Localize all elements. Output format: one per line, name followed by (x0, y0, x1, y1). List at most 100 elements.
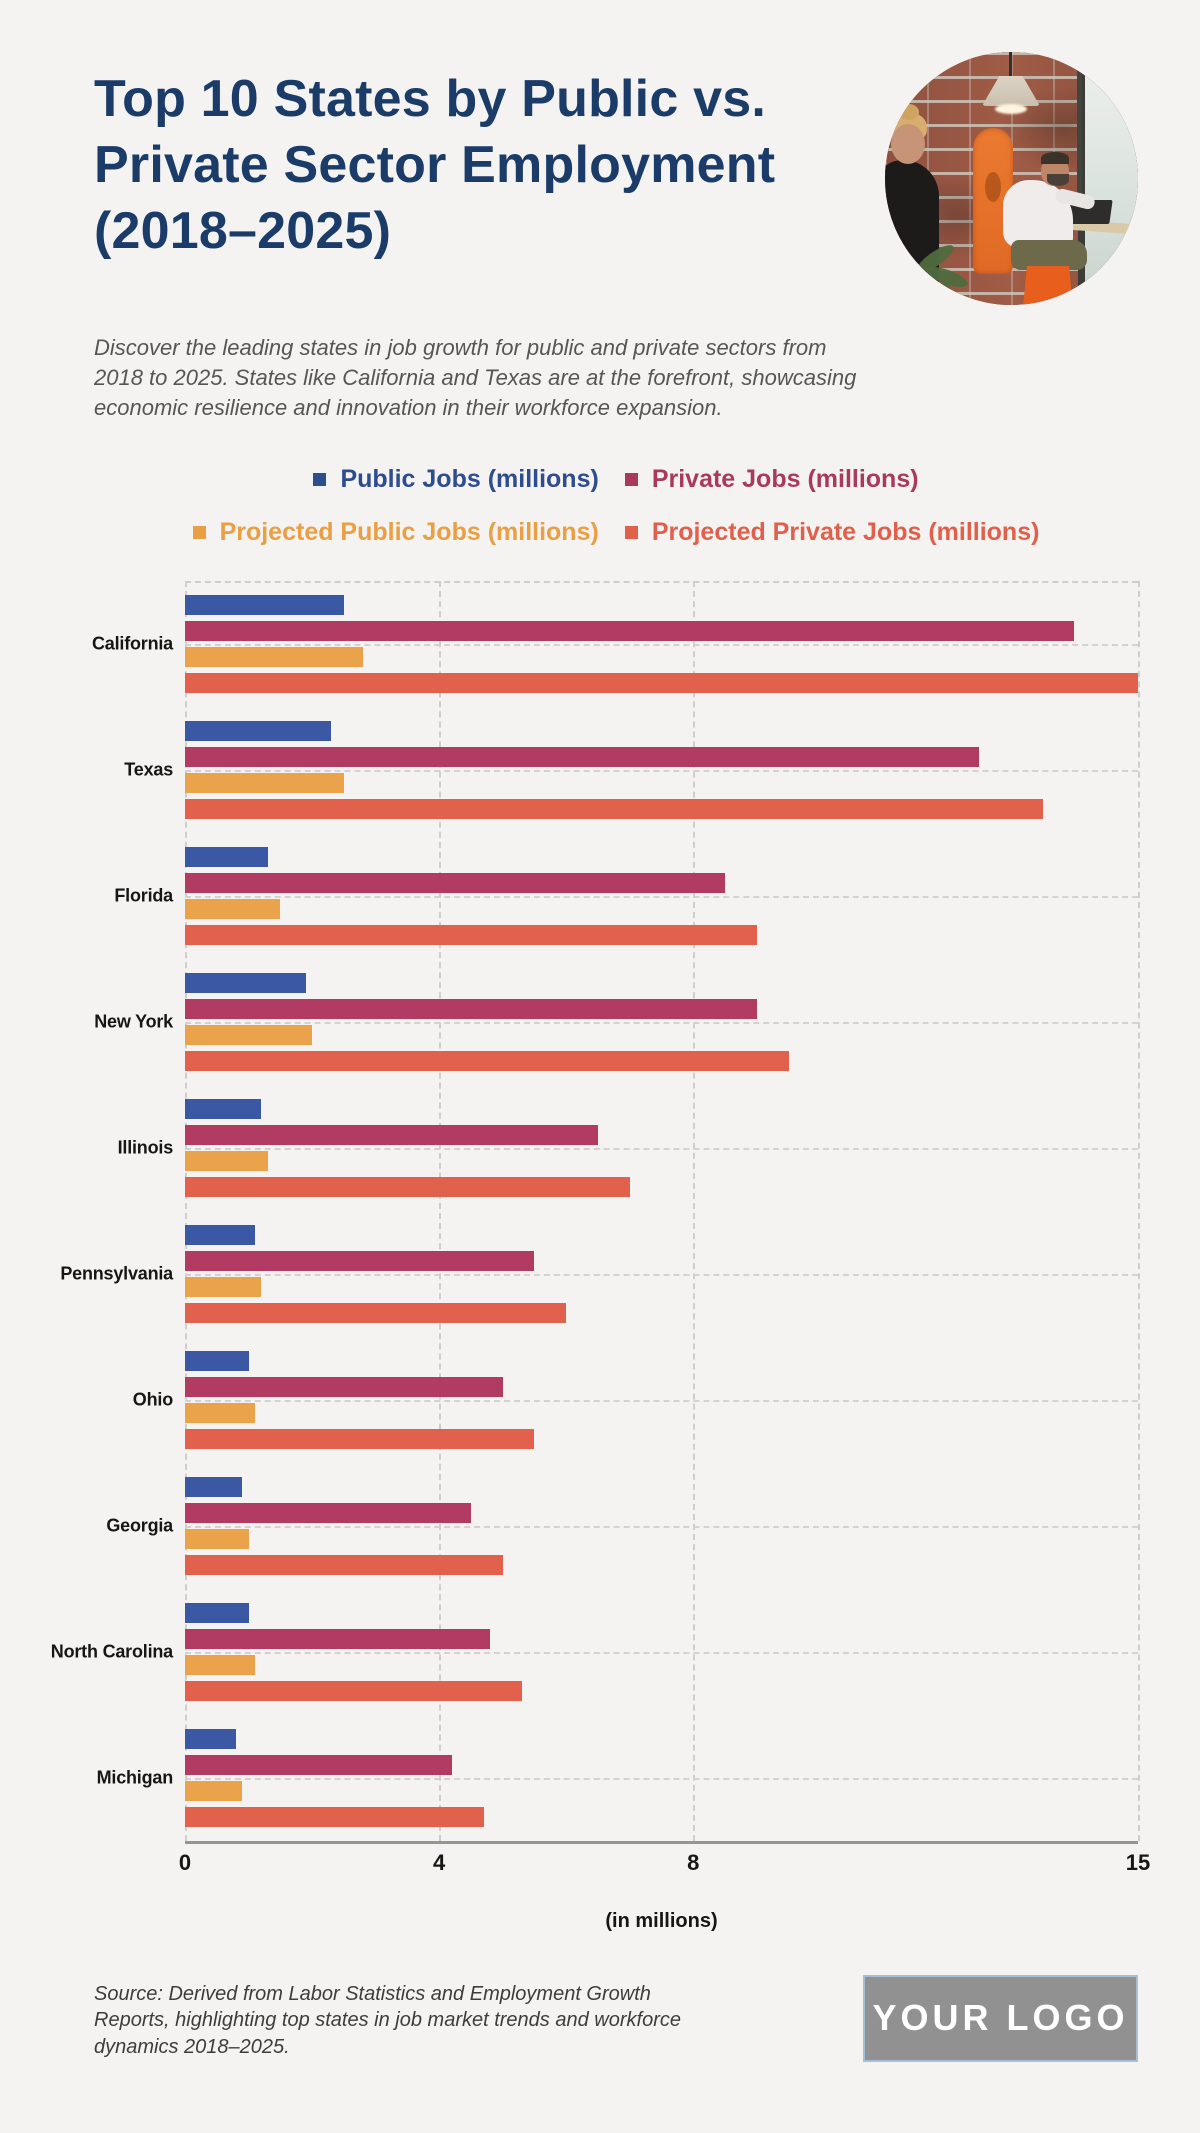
cafe-workers-photo (885, 52, 1138, 305)
bar-projected-california (185, 646, 363, 667)
photo-lamp-cord (1008, 52, 1012, 76)
x-axis: 0 4 8 15 (179, 1849, 1150, 1884)
header: Top 10 States by Public vs. Private Sect… (94, 52, 1138, 305)
bar-projected-ohio (185, 1402, 255, 1423)
bar-projected-florida (185, 898, 281, 919)
chart-row-illinois: Illinois (118, 1085, 1138, 1211)
x-axis-tick-label: 4 (433, 1849, 446, 1875)
chart-row-new-york: New York (94, 959, 1138, 1085)
bar-projected-michigan (185, 1806, 484, 1827)
logo-text: YOUR LOGO (872, 1997, 1129, 2039)
category-label: Ohio (132, 1389, 173, 1410)
bar-projected-north-carolina (185, 1654, 255, 1675)
x-axis-tick-label: 8 (687, 1849, 700, 1875)
plot-top-gridline (185, 580, 1138, 583)
source-note: Source: Derived from Labor Statistics an… (94, 1982, 681, 2058)
bar-projected-georgia (185, 1528, 249, 1549)
bar-projected-georgia (185, 1554, 503, 1575)
legend-marker-square (313, 472, 327, 486)
chart-legend: Public Jobs (millions) Private Jobs (mill… (94, 465, 1138, 547)
photo-orange-stool (1023, 266, 1073, 305)
bar-projected-new-york (185, 1024, 313, 1045)
photo-man-hair (1041, 152, 1069, 164)
legend-marker-square (624, 472, 638, 486)
photo-man-beard (1047, 174, 1069, 186)
category-label: North Carolina (50, 1641, 173, 1662)
legend-label: Projected Private Jobs (millions) (651, 517, 1040, 546)
bar-private-pennsylvania (185, 1250, 535, 1271)
chart-row-texas: Texas (124, 707, 1138, 833)
chart-row-pennsylvania: Pennsylvania (60, 1211, 1138, 1337)
vertical-gridline (693, 580, 696, 1841)
bar-projected-illinois (185, 1150, 268, 1171)
chart-row-north-carolina: North Carolina (51, 1589, 1138, 1715)
chart-row-georgia: Georgia (106, 1463, 1138, 1589)
category-label: Pennsylvania (60, 1263, 173, 1284)
vertical-gridline (185, 580, 187, 1841)
chart-row-ohio: Ohio (133, 1337, 1138, 1463)
bar-private-texas (185, 746, 980, 767)
bar-private-california (185, 620, 1075, 641)
category-label: Illinois (117, 1137, 174, 1158)
bar-public-illinois (185, 1098, 262, 1119)
bar-projected-texas (185, 772, 344, 793)
category-label: Michigan (96, 1767, 174, 1788)
legend-label: Private Jobs (millions) (651, 464, 919, 493)
bar-private-north-carolina (185, 1628, 490, 1649)
bar-projected-ohio (185, 1428, 535, 1449)
bar-private-new-york (185, 998, 757, 1019)
bar-projected-florida (185, 924, 757, 945)
x-axis-tick-label: 15 (1125, 1849, 1151, 1875)
legend-item: Projected Private Jobs (millions) (624, 517, 1040, 547)
bar-private-illinois (185, 1124, 598, 1145)
chart-plot-area: California Texas Florida New York Illinois Pe… (51, 580, 1140, 1844)
legend-marker-square (192, 525, 206, 539)
bar-public-pennsylvania (185, 1224, 255, 1245)
chart-row-michigan: Michigan (97, 1715, 1138, 1841)
chart-description: Discover the leading states in job growt… (94, 335, 857, 420)
x-axis-title: (in millions) (605, 1909, 718, 1932)
bar-public-michigan (185, 1728, 236, 1749)
category-label: Georgia (106, 1515, 173, 1536)
chart-row-florida: Florida (114, 833, 1138, 959)
bar-public-north-carolina (185, 1602, 249, 1623)
chart-row-california: California (92, 581, 1138, 707)
photo-woman-body (885, 160, 939, 305)
vertical-gridline (1138, 580, 1140, 1841)
bar-public-texas (185, 720, 332, 741)
logo-placeholder: YOUR LOGO (863, 1974, 1138, 2062)
bar-projected-texas (185, 798, 1043, 819)
bar-projected-new-york (185, 1050, 789, 1071)
legend-label: Public Jobs (millions) (340, 464, 599, 493)
page-title: Top 10 States by Public vs. Private Sect… (94, 70, 776, 261)
bar-chart: California Texas Florida New York Illinois Pe… (0, 580, 1150, 1933)
bar-private-ohio (185, 1376, 503, 1397)
vertical-gridline (439, 580, 442, 1841)
legend-item: Projected Public Jobs (millions) (192, 517, 599, 547)
bar-private-georgia (185, 1502, 471, 1523)
bar-private-michigan (185, 1754, 452, 1775)
category-label: Texas (124, 759, 173, 780)
legend-label: Projected Public Jobs (millions) (219, 517, 599, 546)
photo-woman-head (891, 124, 925, 164)
x-axis-tick-label: 0 (178, 1849, 192, 1875)
photo-surfboard-print (985, 172, 1001, 202)
legend-marker-square (624, 525, 638, 539)
photo-window (1078, 52, 1138, 305)
bar-projected-illinois (185, 1176, 630, 1197)
bar-public-new-york (185, 972, 306, 993)
legend-row: Public Jobs (millions) Private Jobs (mill… (94, 465, 1138, 494)
bar-public-georgia (185, 1476, 243, 1497)
bar-projected-pennsylvania (185, 1276, 262, 1297)
bar-public-california (185, 594, 344, 615)
category-label: California (91, 633, 173, 654)
bar-public-florida (185, 846, 268, 867)
bar-public-ohio (185, 1350, 249, 1371)
category-label: Florida (114, 885, 173, 906)
bar-projected-california (185, 672, 1138, 693)
bar-private-florida (185, 872, 726, 893)
legend-row: Projected Public Jobs (millions) Projecte… (94, 518, 1138, 547)
photo-woman-bun (899, 104, 919, 120)
legend-item: Private Jobs (millions) (624, 464, 919, 494)
